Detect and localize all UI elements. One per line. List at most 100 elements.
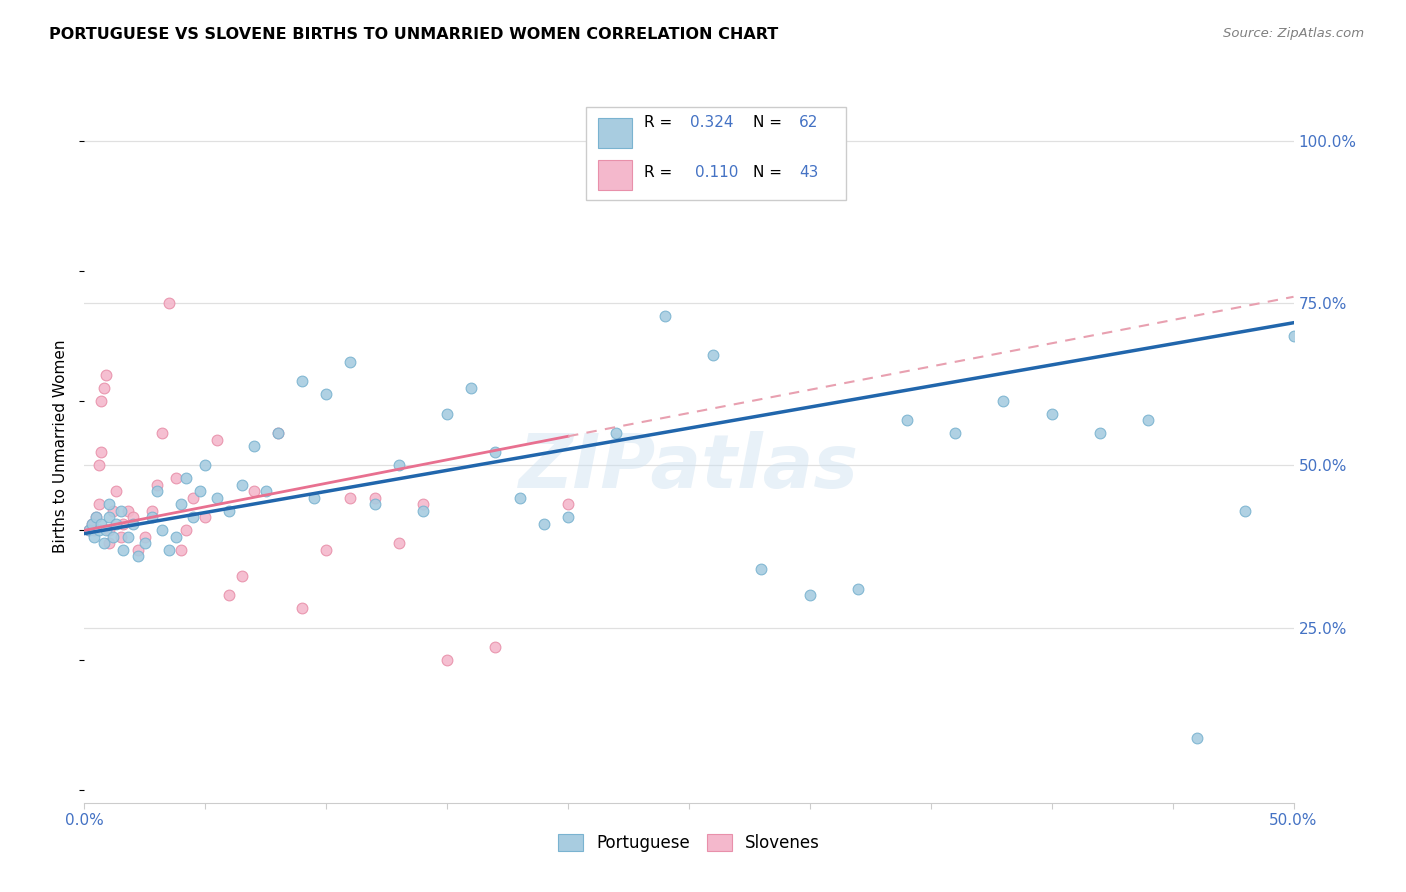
Point bbox=[436, 653, 458, 667]
Point bbox=[112, 542, 135, 557]
Point bbox=[121, 510, 143, 524]
Point bbox=[484, 445, 506, 459]
Point bbox=[83, 524, 105, 538]
Bar bbox=[586, 107, 846, 200]
Point bbox=[90, 445, 112, 459]
Text: N =: N = bbox=[754, 165, 787, 180]
Point bbox=[363, 491, 385, 505]
Point bbox=[1282, 328, 1305, 343]
Point bbox=[127, 542, 149, 557]
Point bbox=[207, 433, 229, 447]
Point bbox=[90, 393, 112, 408]
Point bbox=[146, 478, 169, 492]
Text: 43: 43 bbox=[799, 165, 818, 180]
Point bbox=[86, 510, 108, 524]
Bar bbox=[599, 160, 633, 190]
Point bbox=[112, 516, 135, 531]
Point bbox=[509, 491, 531, 505]
Point bbox=[141, 510, 163, 524]
Point bbox=[134, 530, 156, 544]
Point bbox=[174, 471, 197, 485]
Point bbox=[110, 530, 132, 544]
Point bbox=[194, 458, 217, 473]
Point bbox=[460, 381, 482, 395]
Point bbox=[97, 510, 120, 524]
Point bbox=[412, 504, 434, 518]
Point bbox=[207, 491, 229, 505]
Point bbox=[654, 310, 676, 324]
Point bbox=[339, 354, 361, 368]
Text: 0.324: 0.324 bbox=[690, 115, 734, 130]
Legend: Portuguese, Slovenes: Portuguese, Slovenes bbox=[551, 827, 827, 859]
Text: Source: ZipAtlas.com: Source: ZipAtlas.com bbox=[1223, 27, 1364, 40]
Point bbox=[117, 504, 139, 518]
Point bbox=[93, 381, 115, 395]
Point bbox=[134, 536, 156, 550]
Point bbox=[846, 582, 869, 596]
Point bbox=[1234, 504, 1257, 518]
Text: 62: 62 bbox=[799, 115, 818, 130]
Point bbox=[533, 516, 555, 531]
Point bbox=[302, 491, 325, 505]
Point bbox=[103, 504, 125, 518]
Point bbox=[117, 530, 139, 544]
Point bbox=[104, 516, 127, 531]
Point bbox=[77, 524, 100, 538]
Point bbox=[218, 504, 240, 518]
Point bbox=[150, 425, 173, 440]
Point bbox=[97, 497, 120, 511]
Point bbox=[267, 425, 290, 440]
Point bbox=[388, 536, 411, 550]
Point bbox=[412, 497, 434, 511]
Point bbox=[993, 393, 1015, 408]
Point bbox=[702, 348, 724, 362]
Point bbox=[436, 407, 458, 421]
Point bbox=[170, 497, 193, 511]
Point bbox=[484, 640, 506, 654]
Point bbox=[104, 484, 127, 499]
Point bbox=[150, 524, 173, 538]
Point bbox=[218, 588, 240, 602]
Point bbox=[127, 549, 149, 564]
Point bbox=[194, 510, 217, 524]
Point bbox=[97, 536, 120, 550]
Y-axis label: Births to Unmarried Women: Births to Unmarried Women bbox=[53, 339, 69, 553]
Point bbox=[267, 425, 290, 440]
Point bbox=[165, 471, 187, 485]
Point bbox=[943, 425, 966, 440]
Point bbox=[254, 484, 277, 499]
Point bbox=[242, 484, 264, 499]
Point bbox=[87, 497, 110, 511]
Point bbox=[86, 510, 108, 524]
Point bbox=[605, 425, 627, 440]
Point bbox=[896, 413, 918, 427]
Point bbox=[80, 516, 103, 531]
Point bbox=[1185, 731, 1208, 745]
Point bbox=[174, 524, 197, 538]
Point bbox=[157, 296, 180, 310]
Point bbox=[315, 542, 337, 557]
Text: 0.110: 0.110 bbox=[695, 165, 738, 180]
Text: PORTUGUESE VS SLOVENE BIRTHS TO UNMARRIED WOMEN CORRELATION CHART: PORTUGUESE VS SLOVENE BIRTHS TO UNMARRIE… bbox=[49, 27, 779, 42]
Point bbox=[557, 510, 579, 524]
Point bbox=[291, 601, 314, 615]
Bar bbox=[599, 119, 633, 148]
Point bbox=[1088, 425, 1111, 440]
Point bbox=[181, 510, 204, 524]
Point bbox=[1040, 407, 1063, 421]
Point bbox=[110, 504, 132, 518]
Text: N =: N = bbox=[754, 115, 787, 130]
Point bbox=[94, 368, 117, 382]
Point bbox=[190, 484, 212, 499]
Point bbox=[146, 484, 169, 499]
Point bbox=[165, 530, 187, 544]
Point bbox=[80, 516, 103, 531]
Point bbox=[97, 524, 120, 538]
Point bbox=[339, 491, 361, 505]
Point bbox=[751, 562, 773, 576]
Point bbox=[170, 542, 193, 557]
Point bbox=[1137, 413, 1160, 427]
Point bbox=[557, 497, 579, 511]
Point bbox=[315, 387, 337, 401]
Point bbox=[77, 524, 100, 538]
